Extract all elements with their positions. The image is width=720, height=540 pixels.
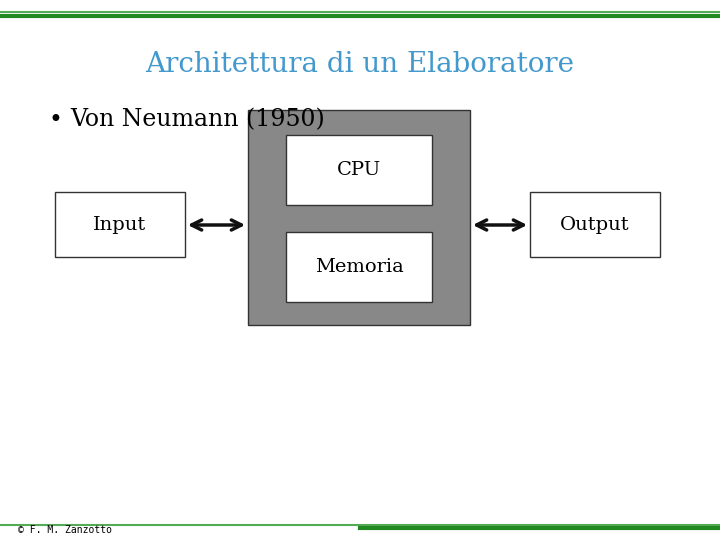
Text: •: • [48, 108, 62, 132]
Bar [530, 192, 660, 257]
Text: © F. M. Zanzotto: © F. M. Zanzotto [18, 525, 112, 535]
Bar [248, 110, 470, 325]
Text: Output: Output [560, 215, 630, 233]
Text: Memoria: Memoria [315, 258, 403, 276]
Text: Von Neumann (1950): Von Neumann (1950) [70, 109, 325, 132]
Text: Architettura di un Elaboratore: Architettura di un Elaboratore [145, 51, 575, 78]
Text: CPU: CPU [337, 161, 381, 179]
Text: Input: Input [94, 215, 147, 233]
Bar [286, 232, 432, 302]
Bar [55, 192, 185, 257]
Bar [286, 135, 432, 205]
